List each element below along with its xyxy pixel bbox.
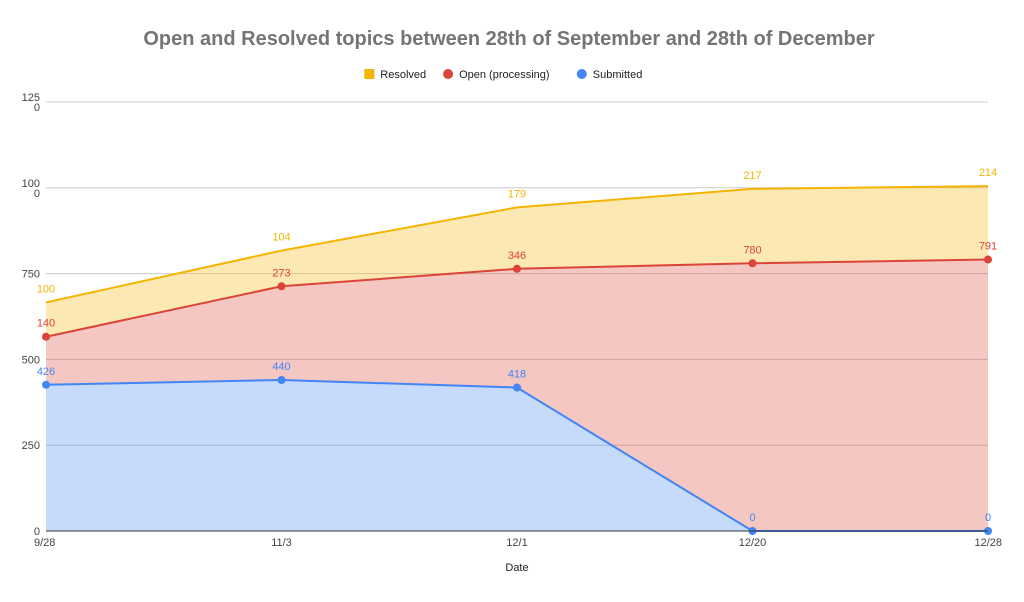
point-submitted bbox=[277, 375, 286, 384]
series-areas bbox=[46, 186, 988, 531]
data-label-resolved: 104 bbox=[272, 232, 290, 244]
area-resolved bbox=[46, 186, 988, 337]
data-labels: 426 440 418 0 0 140 273 346 780 791 100 104 179 217 21… bbox=[37, 167, 997, 524]
data-label-resolved: 214 bbox=[979, 167, 997, 179]
data-label-submitted: 0 bbox=[749, 512, 755, 524]
data-label-submitted: 418 bbox=[508, 369, 526, 381]
legend-swatch bbox=[364, 69, 375, 79]
y-tick-label: 250 bbox=[22, 440, 40, 452]
data-label-resolved: 100 bbox=[37, 283, 55, 295]
data-label-open-processing: 791 bbox=[979, 241, 997, 253]
legend-label: Resolved bbox=[380, 69, 426, 81]
x-tick-label: 12/20 bbox=[739, 537, 767, 549]
point-open-processing bbox=[984, 255, 992, 264]
point-submitted bbox=[42, 380, 50, 389]
legend-item-open-processing: Open (processing) bbox=[443, 69, 550, 81]
y-tick-label: 750 bbox=[22, 269, 40, 281]
x-tick-label: 12/28 bbox=[974, 537, 1002, 549]
legend-swatch bbox=[443, 69, 454, 79]
legend-label: Open (processing) bbox=[459, 69, 549, 81]
point-open-processing bbox=[513, 264, 521, 273]
data-label-resolved: 217 bbox=[743, 170, 761, 182]
y-axis-tick-labels: 0 250 500 750 100 0 125 0 bbox=[22, 92, 40, 538]
legend-item-resolved: Resolved bbox=[364, 69, 426, 81]
y-tick-label: 0 bbox=[34, 526, 40, 538]
point-submitted bbox=[513, 383, 521, 392]
y-tick-label: 125 0 bbox=[22, 92, 40, 114]
x-tick-label: 9/28 bbox=[34, 537, 55, 549]
legend-label: Submitted bbox=[593, 69, 643, 81]
legend-item-submitted: Submitted bbox=[576, 69, 643, 81]
data-label-submitted: 0 bbox=[985, 512, 991, 524]
data-label-open-processing: 140 bbox=[37, 318, 55, 330]
x-tick-label: 12/1 bbox=[506, 537, 527, 549]
y-tick-label: 500 bbox=[22, 354, 40, 366]
legend-swatch bbox=[576, 69, 587, 79]
area-open-processing bbox=[46, 259, 988, 531]
x-tick-label: 11/3 bbox=[271, 537, 292, 549]
area-submitted bbox=[46, 379, 988, 531]
data-label-open-processing: 346 bbox=[508, 250, 526, 262]
data-label-open-processing: 273 bbox=[272, 267, 290, 279]
point-open-processing bbox=[42, 332, 50, 341]
data-label-open-processing: 780 bbox=[743, 244, 761, 256]
data-label-submitted: 440 bbox=[272, 361, 290, 373]
y-tick-label: 100 0 bbox=[22, 178, 40, 200]
x-axis-tick-labels: 9/28 11/3 12/1 12/20 12/28 bbox=[34, 537, 1002, 549]
data-label-resolved: 179 bbox=[508, 188, 526, 200]
point-open-processing bbox=[277, 282, 286, 291]
line-resolved bbox=[45, 185, 989, 304]
data-label-submitted: 426 bbox=[37, 366, 55, 378]
chart-title: Open and Resolved topics between 28th of… bbox=[143, 28, 874, 50]
x-axis-title: Date bbox=[505, 562, 528, 574]
legend: Resolved Open (processing) Submitted bbox=[364, 69, 642, 81]
point-open-processing bbox=[748, 259, 757, 268]
